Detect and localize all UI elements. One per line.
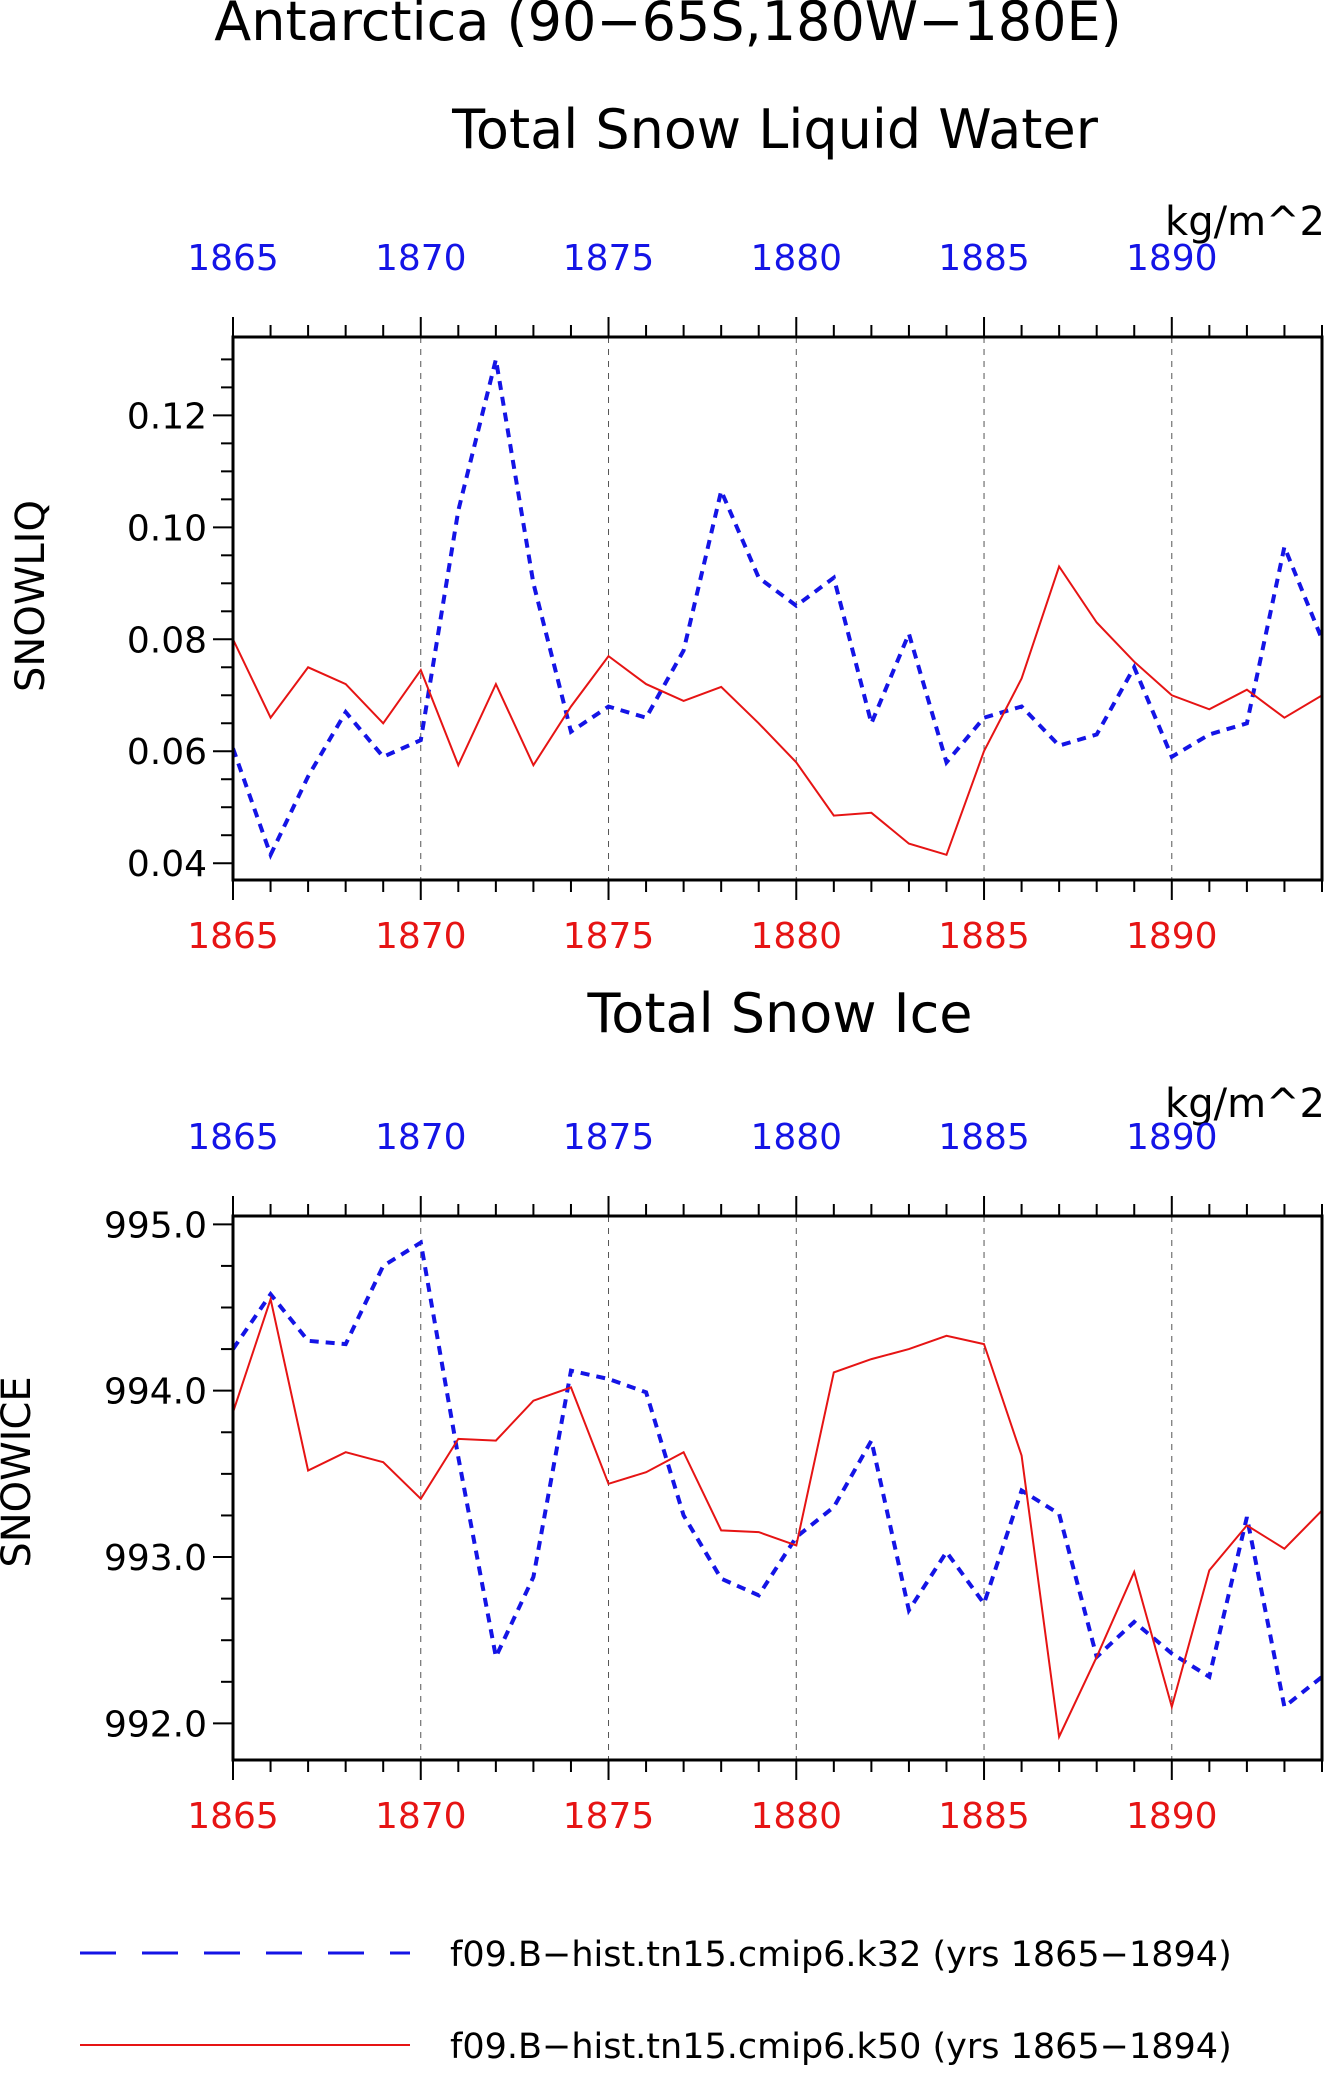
series-line-k50 bbox=[233, 564, 1322, 857]
x-tick-label-top: 1870 bbox=[375, 238, 467, 279]
x-tick-label-bottom: 1880 bbox=[750, 1796, 842, 1837]
legend-label-k32: f09.B−hist.tn15.cmip6.k32 (yrs 1865−1894… bbox=[450, 1935, 1232, 1975]
legend: f09.B−hist.tn15.cmip6.k32 (yrs 1865−1894… bbox=[80, 1935, 1232, 2067]
x-tick-label-bottom: 1880 bbox=[750, 916, 842, 957]
x-tick-label-bottom: 1865 bbox=[187, 916, 279, 957]
y-tick-label: 0.06 bbox=[127, 732, 207, 773]
y-tick-label: 0.10 bbox=[127, 508, 207, 549]
x-tick-label-top: 1885 bbox=[938, 1117, 1030, 1158]
x-tick-label-bottom: 1885 bbox=[938, 916, 1030, 957]
x-tick-label-top: 1875 bbox=[563, 1117, 655, 1158]
x-tick-label-top: 1885 bbox=[938, 238, 1030, 279]
panel2-ylabel: SNOWICE bbox=[0, 1376, 40, 1567]
series-line-k50 bbox=[233, 1295, 1322, 1741]
x-tick-label-bottom: 1875 bbox=[563, 916, 655, 957]
y-tick-label: 994.0 bbox=[104, 1372, 207, 1413]
snowliq-panel: 0.04 0.06 0.08 0.10 0.12 1865 1865 1870 1870 1875… bbox=[127, 238, 1324, 957]
x-tick-label-bottom: 1885 bbox=[938, 1796, 1030, 1837]
snowice-panel: 992.0 993.0 994.0 995.0 1865 1865 1870 1870 1875… bbox=[104, 1117, 1324, 1837]
x-tick-label-bottom: 1875 bbox=[563, 1796, 655, 1837]
y-tick-label: 995.0 bbox=[104, 1205, 207, 1246]
x-tick-label-top: 1880 bbox=[750, 1117, 842, 1158]
y-tick-label: 992.0 bbox=[104, 1704, 207, 1745]
x-tick-label-top: 1875 bbox=[563, 238, 655, 279]
panel1-ylabel: SNOWLIQ bbox=[8, 500, 54, 692]
x-tick-label-bottom: 1870 bbox=[375, 1796, 467, 1837]
panel2-units: kg/m^2 bbox=[1165, 1081, 1325, 1127]
panel2-title: Total Snow Ice bbox=[587, 982, 973, 1045]
x-tick-label-top: 1870 bbox=[375, 1117, 467, 1158]
legend-label-k50: f09.B−hist.tn15.cmip6.k50 (yrs 1865−1894… bbox=[450, 2027, 1232, 2067]
x-tick-label-bottom: 1865 bbox=[187, 1796, 279, 1837]
x-tick-label-bottom: 1890 bbox=[1126, 916, 1218, 957]
plot-frame bbox=[231, 335, 1324, 882]
y-tick-label: 0.12 bbox=[127, 396, 207, 437]
panel1-title: Total Snow Liquid Water bbox=[451, 98, 1099, 161]
main-title: Antarctica (90−65S,180W−180E) bbox=[214, 0, 1121, 53]
y-tick-label: 0.04 bbox=[127, 844, 207, 885]
x-tick-label-top: 1890 bbox=[1126, 1117, 1218, 1158]
x-tick-label-top: 1865 bbox=[187, 1117, 279, 1158]
panel1-units: kg/m^2 bbox=[1165, 199, 1325, 245]
series-line-k32 bbox=[233, 358, 1322, 861]
plot-frame bbox=[231, 1214, 1324, 1762]
x-tick-label-top: 1890 bbox=[1126, 238, 1218, 279]
x-tick-label-bottom: 1890 bbox=[1126, 1796, 1218, 1837]
x-tick-label-top: 1880 bbox=[750, 238, 842, 279]
y-tick-label: 993.0 bbox=[104, 1538, 207, 1579]
y-tick-label: 0.08 bbox=[127, 620, 207, 661]
x-tick-label-top: 1865 bbox=[187, 238, 279, 279]
x-tick-label-bottom: 1870 bbox=[375, 916, 467, 957]
